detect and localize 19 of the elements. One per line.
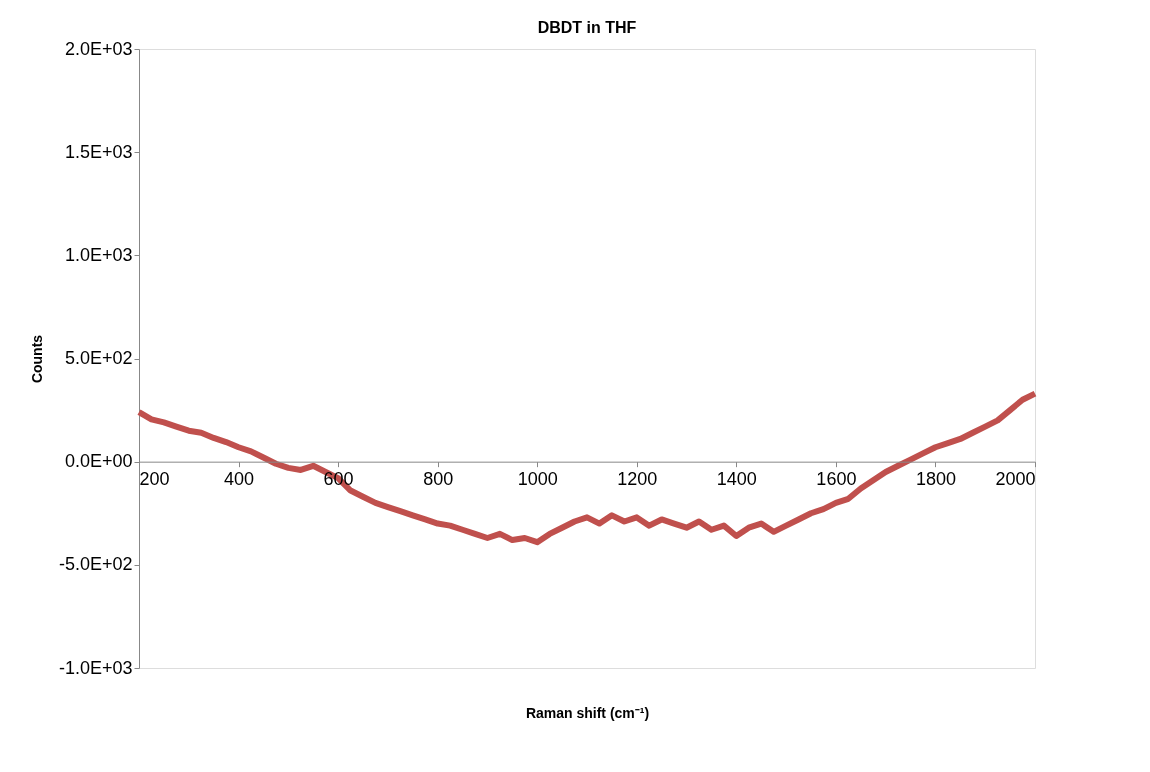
y-tick-label: -1.0E+03 (58, 657, 133, 678)
x-tick-label: 1600 (816, 469, 857, 490)
x-axis-title: Raman shift (cm⁻¹) (525, 704, 650, 721)
x-tick-label: 1200 (617, 469, 658, 490)
x-tick-label: 1400 (716, 469, 757, 490)
y-tick-label: 2.0E+03 (64, 38, 133, 59)
x-tick-label: 1800 (915, 469, 956, 490)
x-tick-label: 2000 (995, 469, 1036, 490)
y-tick-label: 5.0E+02 (64, 348, 133, 368)
y-axis-title: Counts (28, 334, 45, 384)
y-tick-label: 0.0E+00 (64, 451, 133, 472)
x-tick-label: 400 (224, 469, 255, 490)
x-tick-label: 1000 (517, 469, 558, 490)
chart-title: DBDT in THF (537, 19, 637, 36)
y-tick-label: 1.0E+03 (64, 244, 133, 265)
x-tick-label: 800 (423, 469, 454, 490)
y-tick-label: 1.5E+03 (64, 141, 133, 162)
y-tick-label: -5.0E+02 (58, 554, 133, 575)
x-tick-label: 200 (139, 469, 170, 490)
